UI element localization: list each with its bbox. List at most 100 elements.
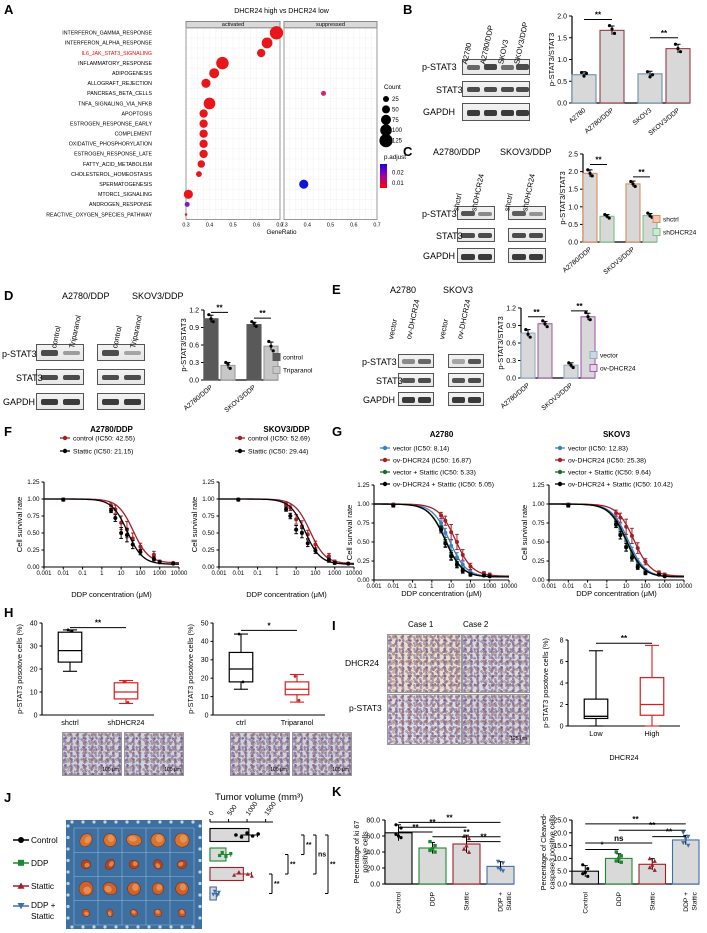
svg-text:1: 1 bbox=[100, 571, 104, 577]
svg-text:1.5: 1.5 bbox=[568, 187, 578, 194]
svg-text:OXIDATIVE_PHOSPHORYLATION: OXIDATIVE_PHOSPHORYLATION bbox=[69, 142, 152, 148]
svg-text:1.00: 1.00 bbox=[357, 501, 370, 508]
svg-text:vector (IC50: 12.83): vector (IC50: 12.83) bbox=[568, 445, 628, 452]
svg-text:**: ** bbox=[621, 634, 628, 643]
svg-text:0.5: 0.5 bbox=[229, 223, 236, 229]
svg-text:SKOV3: SKOV3 bbox=[603, 430, 631, 439]
svg-text:0.4: 0.4 bbox=[206, 223, 213, 229]
svg-text:Cell survival rate: Cell survival rate bbox=[520, 505, 529, 560]
svg-text:0.9: 0.9 bbox=[189, 325, 199, 332]
svg-text:50: 50 bbox=[201, 620, 209, 627]
svg-text:control: control bbox=[283, 355, 303, 362]
svg-text:2.5: 2.5 bbox=[568, 152, 578, 159]
svg-text:p-STAT3/STAT3: p-STAT3/STAT3 bbox=[179, 318, 188, 371]
svg-text:ADIPOGENESIS: ADIPOGENESIS bbox=[112, 71, 152, 77]
svg-text:IL6_JAK_STAT3_SIGNALING: IL6_JAK_STAT3_SIGNALING bbox=[82, 51, 152, 57]
svg-text:0: 0 bbox=[560, 723, 564, 730]
svg-text:**: ** bbox=[216, 303, 223, 312]
svg-text:**: ** bbox=[274, 881, 280, 888]
svg-text:1.5: 1.5 bbox=[557, 35, 567, 42]
svg-text:0.00: 0.00 bbox=[202, 564, 215, 571]
svg-text:vector + Stattic (IC50: 5.33): vector + Stattic (IC50: 5.33) bbox=[393, 469, 476, 476]
svg-text:**: ** bbox=[632, 815, 639, 824]
svg-text:SKOV3/DDP: SKOV3/DDP bbox=[540, 382, 574, 412]
svg-text:1000: 1000 bbox=[483, 584, 497, 590]
svg-text:6: 6 bbox=[560, 659, 564, 666]
svg-text:5.0: 5.0 bbox=[557, 869, 567, 876]
svg-text:**: ** bbox=[446, 813, 453, 822]
svg-text:1.2: 1.2 bbox=[189, 308, 199, 315]
svg-text:DDP concentration (μM): DDP concentration (μM) bbox=[71, 590, 152, 599]
svg-text:0.0: 0.0 bbox=[506, 376, 516, 383]
svg-text:TNFA_SIGNALING_VIA_NFKB: TNFA_SIGNALING_VIA_NFKB bbox=[78, 101, 152, 107]
svg-text:DHCR24 high vs DHCR24 low: DHCR24 high vs DHCR24 low bbox=[234, 8, 329, 15]
svg-text:ov-DHCR24 (IC50: 25.38): ov-DHCR24 (IC50: 25.38) bbox=[568, 457, 646, 464]
svg-text:DDP +: DDP + bbox=[683, 892, 690, 912]
svg-text:0.0: 0.0 bbox=[557, 101, 567, 108]
svg-text:ov-DHCR24 + Stattic (IC50: 10.: ov-DHCR24 + Stattic (IC50: 10.42) bbox=[568, 481, 673, 488]
svg-text:1.0: 1.0 bbox=[557, 57, 567, 64]
svg-text:SKOV3/DDP: SKOV3/DDP bbox=[223, 384, 257, 414]
svg-text:**: ** bbox=[595, 10, 602, 19]
svg-text:Cell survival rate: Cell survival rate bbox=[190, 497, 199, 552]
svg-text:**: ** bbox=[290, 861, 296, 868]
svg-text:A2780/DDP: A2780/DDP bbox=[562, 246, 594, 274]
svg-text:20: 20 bbox=[201, 676, 209, 683]
svg-text:0.50: 0.50 bbox=[27, 530, 40, 537]
svg-text:suppressed: suppressed bbox=[316, 22, 345, 28]
svg-text:0.01: 0.01 bbox=[387, 584, 399, 590]
svg-text:0.75: 0.75 bbox=[357, 520, 370, 527]
svg-text:0.1: 0.1 bbox=[78, 571, 87, 577]
svg-text:p-STAT3 posotove cells (%): p-STAT3 posotove cells (%) bbox=[15, 624, 24, 714]
svg-text:10: 10 bbox=[118, 571, 125, 577]
svg-text:1.2: 1.2 bbox=[506, 306, 516, 313]
svg-text:*: * bbox=[267, 621, 271, 630]
svg-text:0.25: 0.25 bbox=[27, 547, 40, 554]
svg-text:SKOV3: SKOV3 bbox=[632, 107, 654, 127]
svg-text:DDP concentration (μM): DDP concentration (μM) bbox=[246, 590, 327, 599]
svg-text:Stattic: Stattic bbox=[464, 891, 471, 910]
svg-text:shDHCR24: shDHCR24 bbox=[663, 230, 697, 237]
svg-text:0.00: 0.00 bbox=[27, 564, 40, 571]
svg-text:ctrl: ctrl bbox=[236, 718, 246, 727]
svg-text:positive cells: positive cells bbox=[361, 831, 370, 873]
svg-text:0.6: 0.6 bbox=[253, 223, 260, 229]
svg-text:0.4: 0.4 bbox=[304, 223, 311, 229]
svg-text:10: 10 bbox=[201, 694, 209, 701]
svg-text:8: 8 bbox=[560, 637, 564, 644]
svg-text:REACTIVE_OXYGEN_SPECIES_PATHWA: REACTIVE_OXYGEN_SPECIES_PATHWAY bbox=[46, 212, 152, 218]
svg-text:CHOLESTEROL_HOMEOSTASIS: CHOLESTEROL_HOMEOSTASIS bbox=[71, 172, 152, 178]
svg-text:1000: 1000 bbox=[153, 571, 167, 577]
svg-text:A2780/DDP: A2780/DDP bbox=[584, 107, 616, 135]
svg-text:500: 500 bbox=[226, 804, 238, 817]
svg-text:1.00: 1.00 bbox=[202, 496, 215, 503]
svg-text:**: ** bbox=[463, 828, 470, 837]
svg-text:**: ** bbox=[649, 821, 656, 830]
svg-text:PANCREAS_BETA_CELLS: PANCREAS_BETA_CELLS bbox=[87, 91, 152, 97]
svg-text:ALLOGRAFT_REJECTION: ALLOGRAFT_REJECTION bbox=[88, 81, 153, 87]
svg-text:0: 0 bbox=[34, 712, 38, 719]
svg-text:0.1: 0.1 bbox=[253, 571, 262, 577]
svg-text:vector + Stattic (IC50: 9.64): vector + Stattic (IC50: 9.64) bbox=[568, 469, 651, 476]
svg-text:ov-DHCR24 (IC50: 16.87): ov-DHCR24 (IC50: 16.87) bbox=[393, 457, 471, 464]
svg-text:**: ** bbox=[638, 168, 645, 177]
svg-text:**: ** bbox=[259, 309, 266, 318]
svg-text:DHCR24: DHCR24 bbox=[609, 753, 638, 762]
svg-text:A2780/DDP: A2780/DDP bbox=[500, 382, 532, 410]
svg-text:vector: vector bbox=[600, 353, 619, 360]
svg-text:0.00: 0.00 bbox=[357, 577, 370, 584]
svg-text:Cell survival rate: Cell survival rate bbox=[15, 497, 24, 552]
svg-text:Cell survival rate: Cell survival rate bbox=[345, 505, 354, 560]
svg-text:**: ** bbox=[95, 619, 102, 628]
svg-text:ESTROGEN_RESPONSE_LATE: ESTROGEN_RESPONSE_LATE bbox=[74, 152, 152, 158]
svg-text:100: 100 bbox=[135, 571, 146, 577]
svg-text:0.50: 0.50 bbox=[532, 539, 545, 546]
svg-text:0.0: 0.0 bbox=[370, 882, 380, 889]
svg-text:ESTROGEN_RESPONSE_EARLY: ESTROGEN_RESPONSE_EARLY bbox=[70, 121, 152, 127]
svg-text:0.3: 0.3 bbox=[506, 358, 516, 365]
svg-text:0.6: 0.6 bbox=[506, 341, 516, 348]
svg-text:1000: 1000 bbox=[658, 584, 672, 590]
svg-text:1.25: 1.25 bbox=[202, 479, 215, 486]
svg-text:ANDROGEN_RESPONSE: ANDROGEN_RESPONSE bbox=[89, 202, 152, 208]
svg-text:*: * bbox=[600, 840, 604, 849]
